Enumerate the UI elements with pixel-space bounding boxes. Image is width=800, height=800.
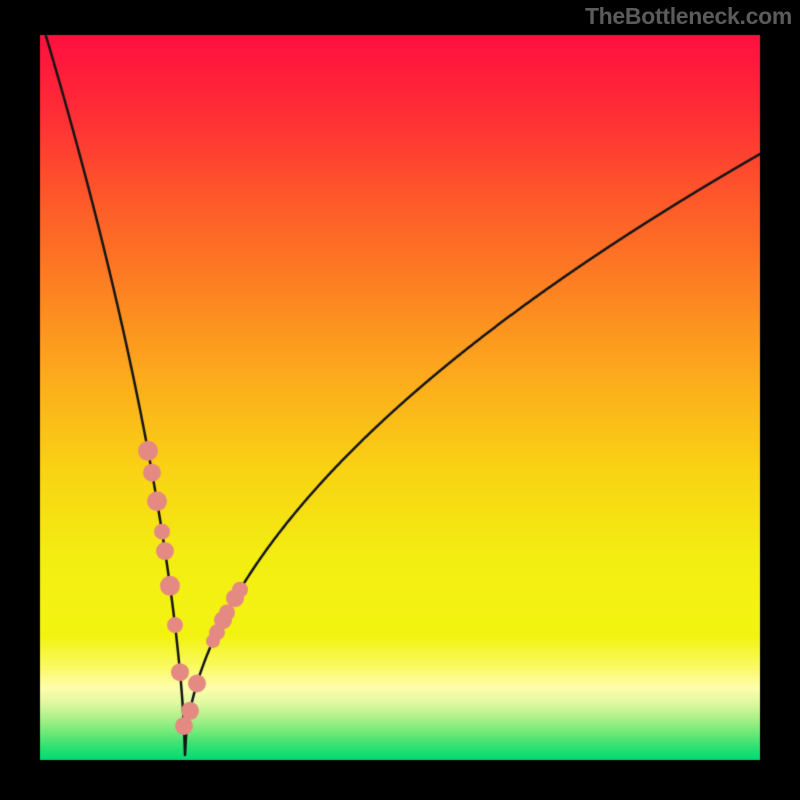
bottleneck-v-curve-chart (0, 0, 800, 800)
watermark-text: TheBottleneck.com (585, 3, 792, 30)
chart-container: TheBottleneck.com (0, 0, 800, 800)
